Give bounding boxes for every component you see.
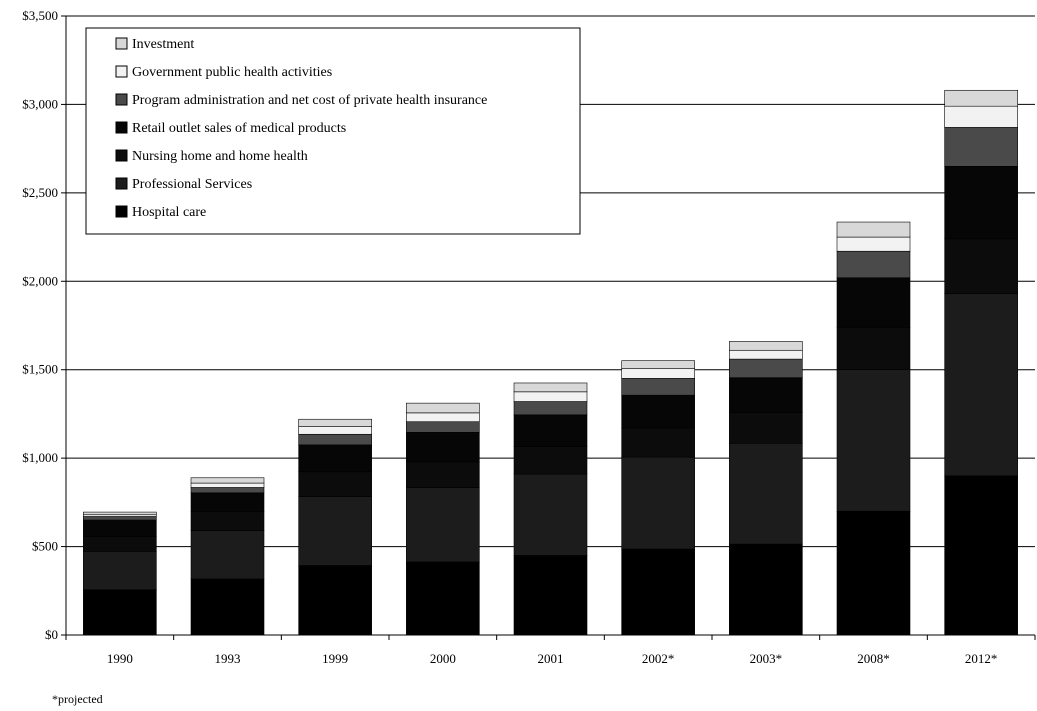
y-tick-label: $1,000 bbox=[22, 450, 58, 465]
x-tick-label: 1990 bbox=[107, 651, 133, 666]
bar-segment bbox=[83, 519, 157, 537]
bar-segment bbox=[190, 477, 265, 484]
legend: Investment Government public health activ… bbox=[85, 27, 581, 235]
legend-label: Professional Services bbox=[132, 177, 252, 192]
x-tick-label: 1999 bbox=[322, 651, 348, 666]
bar-segment bbox=[298, 471, 372, 497]
bar-segment bbox=[298, 418, 372, 427]
bar-segment bbox=[298, 565, 372, 636]
bar-segment bbox=[513, 391, 588, 402]
bar-segment bbox=[513, 401, 588, 416]
bar-segment bbox=[944, 238, 1018, 294]
y-tick-label: $0 bbox=[45, 627, 58, 642]
x-tick-label: 2000 bbox=[430, 651, 456, 666]
legend-label: Government public health activities bbox=[132, 65, 332, 80]
bar-segment bbox=[729, 442, 803, 545]
bars bbox=[83, 89, 1018, 636]
legend-label: Program administration and net cost of p… bbox=[132, 93, 487, 108]
bar-segment bbox=[83, 516, 157, 521]
bar-segment bbox=[836, 326, 911, 371]
bar-segment bbox=[513, 382, 588, 393]
bar-segment bbox=[944, 166, 1018, 240]
bar-segment bbox=[190, 578, 265, 636]
bar-segment bbox=[836, 277, 911, 328]
bar-segment bbox=[836, 369, 911, 512]
bar-segment bbox=[513, 473, 588, 556]
bar-segment bbox=[621, 378, 695, 396]
bar-segment bbox=[836, 236, 911, 252]
bar-segment bbox=[406, 402, 480, 414]
bar-segment bbox=[190, 487, 265, 494]
y-tick-label: $500 bbox=[32, 539, 58, 554]
bar-segment bbox=[836, 510, 911, 636]
bar-segment bbox=[406, 432, 480, 463]
bar-segment bbox=[729, 349, 803, 360]
x-tick-label: 2003* bbox=[750, 651, 783, 666]
legend-label: Hospital care bbox=[132, 205, 206, 220]
bar-segment bbox=[406, 487, 480, 563]
bar-segment bbox=[944, 293, 1018, 477]
bar-segment bbox=[83, 536, 157, 552]
bar-segment bbox=[944, 89, 1018, 107]
bar-segment bbox=[729, 341, 803, 351]
bar-segment bbox=[406, 461, 480, 488]
legend-swatch bbox=[115, 93, 128, 106]
bar-segment bbox=[190, 511, 265, 531]
bar-segment bbox=[944, 127, 1018, 167]
bar-segment bbox=[83, 589, 157, 636]
bar-segment bbox=[621, 427, 695, 458]
bar-segment bbox=[406, 561, 480, 636]
bar-segment bbox=[83, 511, 157, 516]
y-tick-label: $3,000 bbox=[22, 96, 58, 111]
legend-swatch bbox=[115, 205, 128, 218]
x-tick-label: 2012* bbox=[965, 651, 998, 666]
bar-segment bbox=[621, 368, 695, 379]
bar-segment bbox=[729, 358, 803, 378]
legend-swatch bbox=[115, 177, 128, 190]
bar-segment bbox=[729, 377, 803, 413]
bar-segment bbox=[83, 551, 157, 591]
legend-label: Retail outlet sales of medical products bbox=[132, 121, 346, 136]
x-tick-label: 2008* bbox=[857, 651, 890, 666]
legend-swatch bbox=[115, 149, 128, 162]
bar-segment bbox=[298, 426, 372, 435]
bar-segment bbox=[621, 360, 695, 369]
bar-segment bbox=[190, 530, 265, 580]
y-tick-label: $3,500 bbox=[22, 8, 58, 23]
legend-label: Investment bbox=[132, 37, 194, 52]
legend-swatch bbox=[115, 121, 128, 134]
bar-segment bbox=[836, 250, 911, 279]
bar-segment bbox=[944, 475, 1018, 636]
bar-segment bbox=[944, 105, 1018, 128]
bar-segment bbox=[406, 421, 480, 433]
y-tick-label: $2,500 bbox=[22, 185, 58, 200]
bar-segment bbox=[513, 555, 588, 636]
legend-label: Nursing home and home health bbox=[132, 149, 308, 164]
footnote-projected: *projected bbox=[52, 692, 103, 706]
bar-segment bbox=[621, 394, 695, 429]
bar-segment bbox=[190, 492, 265, 513]
legend-swatch bbox=[115, 65, 128, 78]
bar-segment bbox=[621, 456, 695, 550]
bar-segment bbox=[298, 433, 372, 446]
legend-box bbox=[85, 27, 581, 235]
x-tick-label: 2002* bbox=[642, 651, 675, 666]
bar-segment bbox=[298, 496, 372, 566]
bar-segment bbox=[729, 412, 803, 444]
y-tick-label: $1,500 bbox=[22, 362, 58, 377]
y-tick-label: $2,000 bbox=[22, 273, 58, 288]
bar-segment bbox=[836, 221, 911, 238]
bar-segment bbox=[513, 414, 588, 447]
x-tick-label: 1993 bbox=[215, 651, 241, 666]
legend-swatch bbox=[115, 37, 128, 50]
bar-segment bbox=[513, 446, 588, 475]
bar-segment bbox=[298, 444, 372, 473]
bar-segment bbox=[621, 548, 695, 636]
bar-segment bbox=[729, 543, 803, 636]
bar-segment bbox=[406, 412, 480, 423]
bar-segment bbox=[190, 482, 265, 488]
axes: $0 $500 $1,000 $1,500 $2,000 $2,500 $3,000 $3,5… bbox=[22, 8, 1036, 666]
x-tick-label: 2001 bbox=[538, 651, 564, 666]
